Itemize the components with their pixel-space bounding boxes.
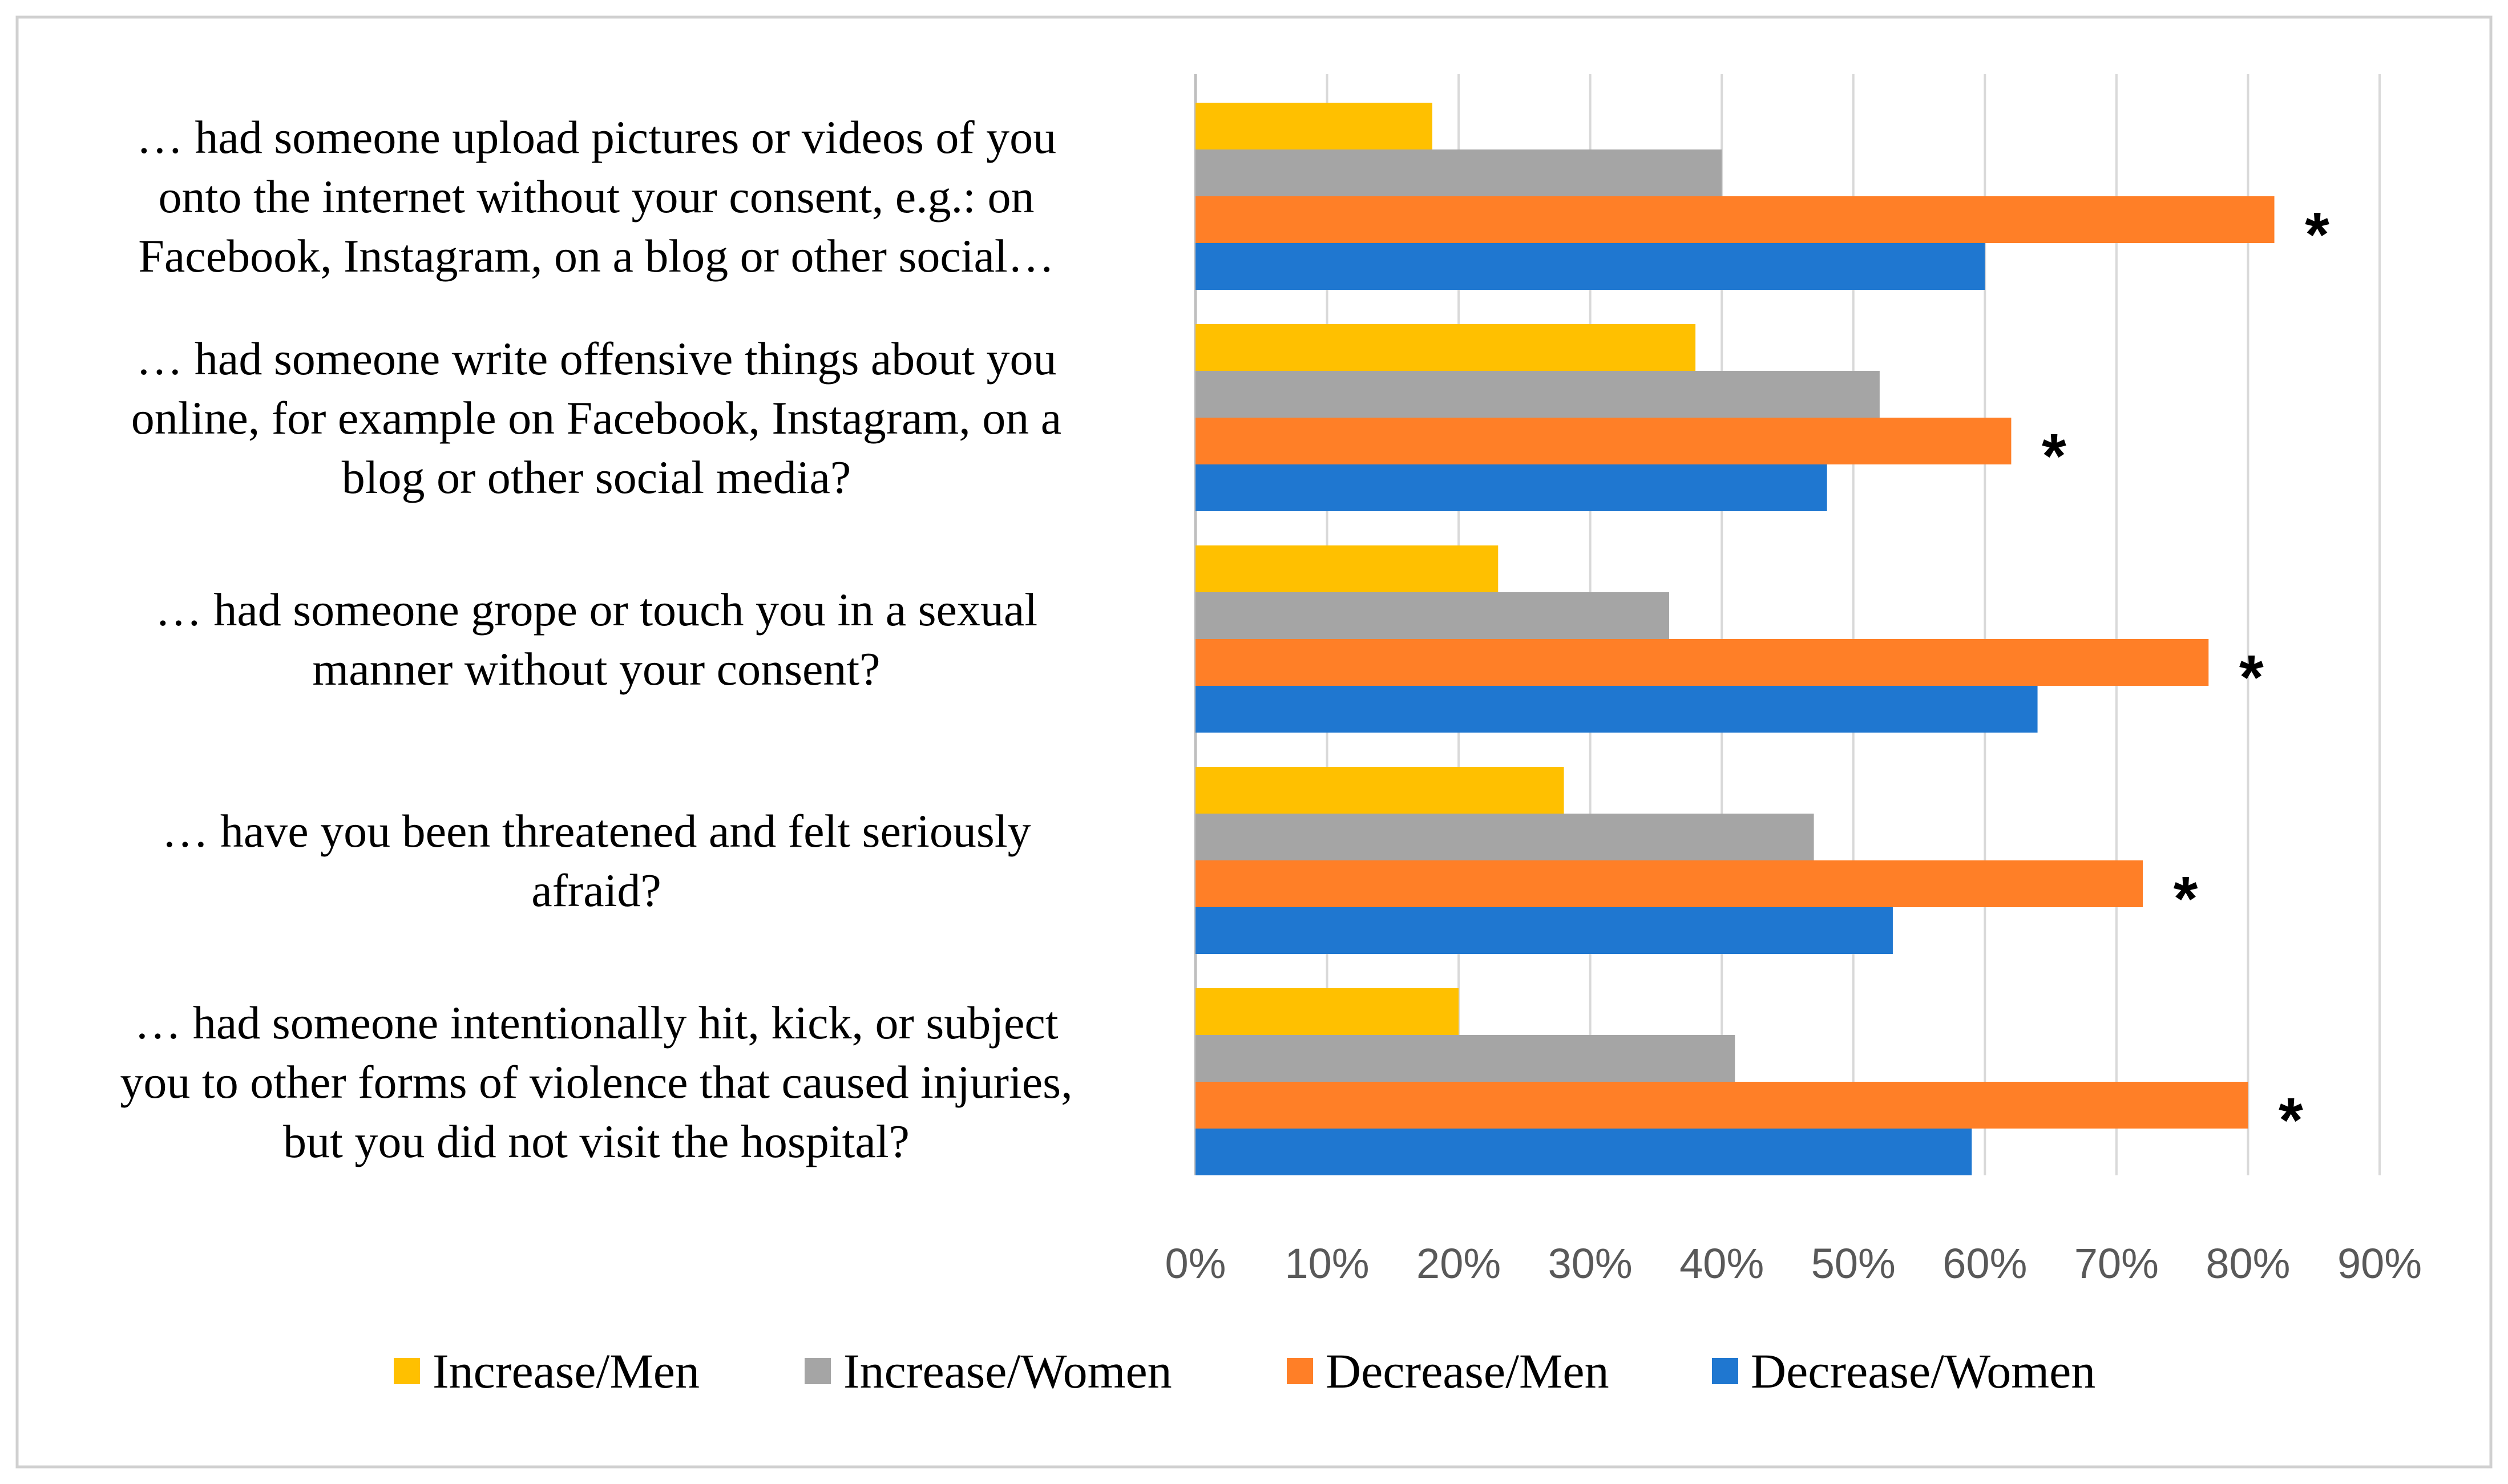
x-axis-tick-labels: 0% 10% 20% 30% 40% 50% 60% 70% 80% 90% (1165, 1240, 2422, 1287)
category-label: manner without your consent? (312, 643, 880, 695)
category-label: online, for example on Facebook, Instagr… (131, 392, 1061, 444)
legend-item: Increase/Men (394, 1344, 700, 1398)
x-tick-label: 0% (1165, 1240, 1226, 1287)
legend-swatch (1287, 1358, 1313, 1384)
bar (1196, 686, 2038, 733)
legend-label: Decrease/Men (1326, 1344, 1609, 1398)
bar (1196, 1035, 1735, 1082)
x-tick-label: 80% (2206, 1240, 2290, 1287)
category-label: onto the internet without your consent, … (159, 171, 1035, 223)
bar (1196, 243, 1985, 290)
category-label: … have you been threatened and felt seri… (161, 805, 1031, 857)
bar (1196, 1129, 1972, 1175)
category-label: … had someone intentionally hit, kick, o… (134, 997, 1058, 1049)
legend-label: Decrease/Women (1751, 1344, 2095, 1398)
bar (1196, 196, 2275, 243)
bar (1196, 860, 2143, 907)
significance-marker: * (2239, 642, 2264, 713)
significance-marker: * (2305, 200, 2329, 270)
x-tick-label: 10% (1285, 1240, 1370, 1287)
legend-swatch (805, 1358, 831, 1384)
bar (1196, 371, 1880, 418)
legend-item: Increase/Women (805, 1344, 1172, 1398)
bar (1196, 592, 1669, 639)
category-label: blog or other social media? (342, 451, 851, 503)
category-label: … had someone upload pictures or videos … (136, 111, 1056, 163)
x-tick-label: 50% (1811, 1240, 1896, 1287)
legend-item: Decrease/Women (1712, 1344, 2095, 1398)
category-label: but you did not visit the hospital? (283, 1115, 910, 1167)
category-label: … had someone grope or touch you in a se… (155, 584, 1037, 636)
bar (1196, 545, 1499, 592)
bar (1196, 324, 1696, 371)
bar (1196, 767, 1564, 814)
x-tick-label: 30% (1548, 1240, 1633, 1287)
legend-swatch (1712, 1358, 1738, 1384)
category-label: afraid? (531, 864, 661, 916)
bar (1196, 639, 2209, 686)
category-labels: … had someone upload pictures or videos … (120, 111, 1072, 1167)
bar (1196, 1082, 2248, 1129)
legend-item: Decrease/Men (1287, 1344, 1609, 1398)
bar (1196, 103, 1432, 149)
legend: Increase/Men Increase/Women Decrease/Men De… (394, 1344, 2095, 1398)
bar (1196, 418, 2012, 464)
bar (1196, 814, 1814, 860)
legend-label: Increase/Women (843, 1344, 1172, 1398)
x-tick-label: 90% (2337, 1240, 2422, 1287)
x-tick-label: 60% (1942, 1240, 2027, 1287)
category-label: Facebook, Instagram, on a blog or other … (138, 230, 1054, 282)
x-tick-label: 70% (2074, 1240, 2159, 1287)
x-tick-label: 20% (1416, 1240, 1501, 1287)
legend-label: Increase/Men (433, 1344, 700, 1398)
x-tick-label: 40% (1679, 1240, 1764, 1287)
significance-marker: * (2279, 1085, 2303, 1155)
legend-swatch (394, 1358, 420, 1384)
bars (1196, 103, 2275, 1175)
significance-marker: * (2042, 421, 2066, 491)
significance-markers: * * * * * (2042, 200, 2329, 1155)
category-label: … had someone write offensive things abo… (136, 333, 1056, 385)
bar (1196, 907, 1893, 954)
bar (1196, 988, 1459, 1035)
bar (1196, 464, 1827, 511)
bar (1196, 149, 1722, 196)
significance-marker: * (2174, 864, 2198, 934)
category-label: you to other forms of violence that caus… (120, 1056, 1072, 1108)
